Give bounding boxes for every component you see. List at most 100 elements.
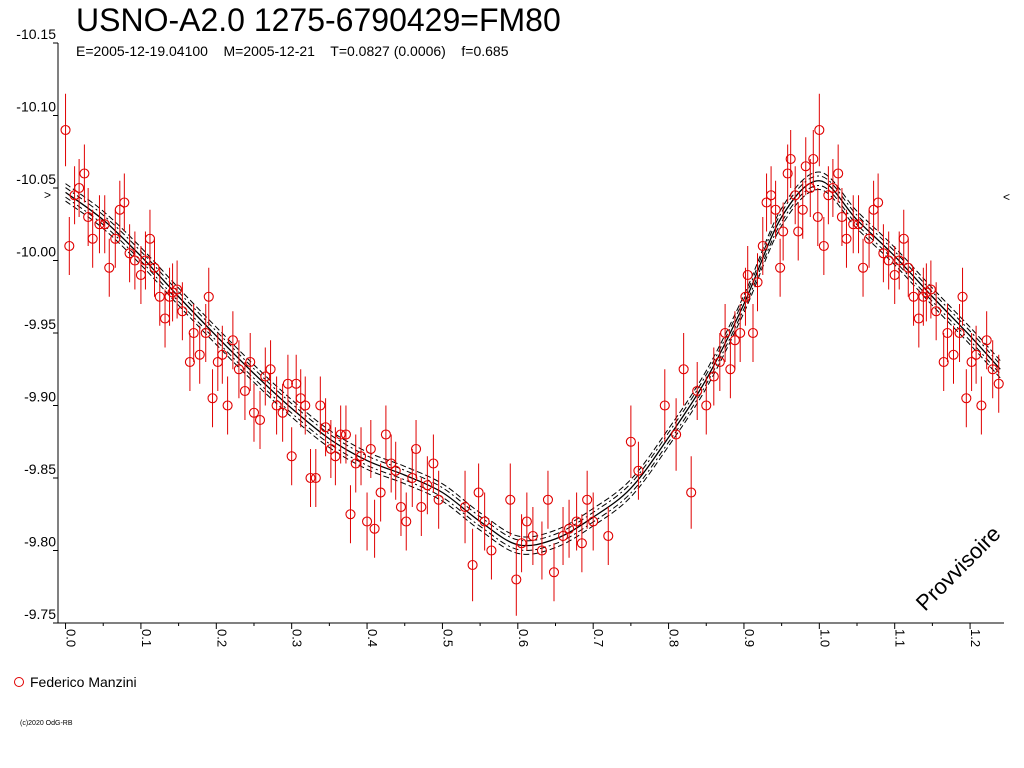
data-point-marker	[459, 501, 471, 513]
data-point	[265, 340, 276, 399]
data-point-marker	[686, 487, 697, 498]
data-point	[782, 144, 793, 203]
data-point-marker	[564, 523, 575, 534]
data-point	[428, 434, 439, 493]
data-point-marker	[248, 407, 260, 418]
data-point	[883, 231, 894, 290]
data-point	[239, 362, 250, 420]
data-point	[380, 405, 391, 464]
data-point-marker	[659, 400, 670, 411]
data-point	[149, 238, 160, 297]
data-point	[188, 304, 199, 362]
data-point-marker	[428, 458, 439, 469]
data-point	[961, 369, 972, 428]
data-point	[286, 427, 297, 486]
data-point	[320, 398, 331, 457]
data-point-marker	[511, 574, 522, 585]
data-point-marker	[729, 335, 740, 346]
x-tick-label: 1.2	[968, 629, 983, 647]
data-point	[889, 246, 900, 304]
data-point	[310, 449, 321, 507]
data-point	[527, 507, 538, 565]
data-point-marker	[60, 124, 71, 136]
data-point	[857, 238, 869, 297]
data-point-marker	[954, 327, 965, 339]
left-marker: >	[44, 188, 51, 202]
data-point-marker	[129, 255, 140, 266]
data-point	[330, 427, 341, 486]
data-point	[416, 478, 427, 536]
data-point-marker	[701, 400, 712, 411]
data-point-marker	[335, 429, 346, 440]
data-point-marker	[814, 124, 825, 136]
fit-curve-mean	[65, 180, 1001, 547]
data-point	[479, 492, 490, 551]
data-point-marker	[808, 153, 819, 165]
data-point	[362, 492, 373, 551]
data-point	[350, 434, 361, 493]
data-point	[467, 528, 478, 602]
data-point-marker	[239, 385, 250, 397]
data-point	[410, 420, 422, 478]
data-point-marker	[878, 248, 889, 259]
data-point-marker	[942, 327, 953, 339]
data-point-marker	[853, 219, 864, 230]
data-point-marker	[782, 168, 793, 179]
x-tick-label: 0.7	[591, 629, 606, 647]
data-point-marker	[908, 291, 919, 302]
data-point-marker	[938, 356, 949, 368]
data-point	[222, 376, 233, 435]
data-point-marker	[154, 291, 165, 302]
data-point	[154, 267, 165, 326]
data-point	[564, 499, 575, 558]
x-tick-label: 0.6	[516, 629, 531, 647]
data-point-marker	[282, 378, 293, 389]
data-point-marker	[747, 327, 759, 339]
y-tick-label: -9.75	[24, 606, 56, 622]
data-point	[79, 144, 90, 203]
y-tick-label: -10.00	[16, 244, 56, 260]
data-point	[227, 311, 238, 370]
data-point-marker	[805, 182, 816, 194]
data-point-marker	[785, 153, 796, 165]
data-point-marker	[957, 291, 968, 302]
data-point-marker	[770, 204, 781, 215]
data-point	[993, 354, 1004, 413]
data-point	[833, 144, 844, 203]
data-point-marker	[390, 465, 401, 476]
data-point-marker	[64, 240, 75, 252]
data-point-marker	[841, 233, 852, 244]
chart-title: USNO-A2.0 1275-6790429=FM80	[76, 2, 561, 38]
data-point	[486, 521, 497, 580]
data-point	[99, 195, 110, 254]
fit-band-lower-outer	[65, 188, 1001, 555]
x-tick-label: 0.2	[214, 629, 229, 647]
data-points	[60, 93, 1004, 616]
data-point-marker	[375, 487, 386, 498]
data-point	[908, 267, 919, 326]
data-point	[812, 188, 823, 246]
data-point-marker	[521, 516, 532, 527]
data-point-marker	[94, 219, 105, 230]
data-point	[735, 304, 746, 362]
data-point-marker	[401, 516, 412, 527]
data-point-marker	[548, 567, 560, 578]
data-point-marker	[790, 190, 801, 201]
data-point	[200, 304, 211, 362]
data-point	[805, 159, 816, 217]
data-point-marker	[355, 451, 367, 462]
data-point-marker	[277, 407, 288, 418]
data-point-marker	[365, 443, 376, 455]
data-point	[194, 325, 205, 384]
data-point-marker	[149, 262, 160, 273]
data-point	[248, 383, 260, 442]
data-point	[971, 325, 982, 384]
data-point	[521, 492, 532, 551]
data-point	[536, 521, 547, 580]
data-point-marker	[233, 364, 244, 375]
data-point-marker	[188, 327, 199, 339]
data-point-marker	[172, 284, 183, 295]
data-point	[729, 311, 740, 370]
data-point-marker	[993, 378, 1004, 389]
